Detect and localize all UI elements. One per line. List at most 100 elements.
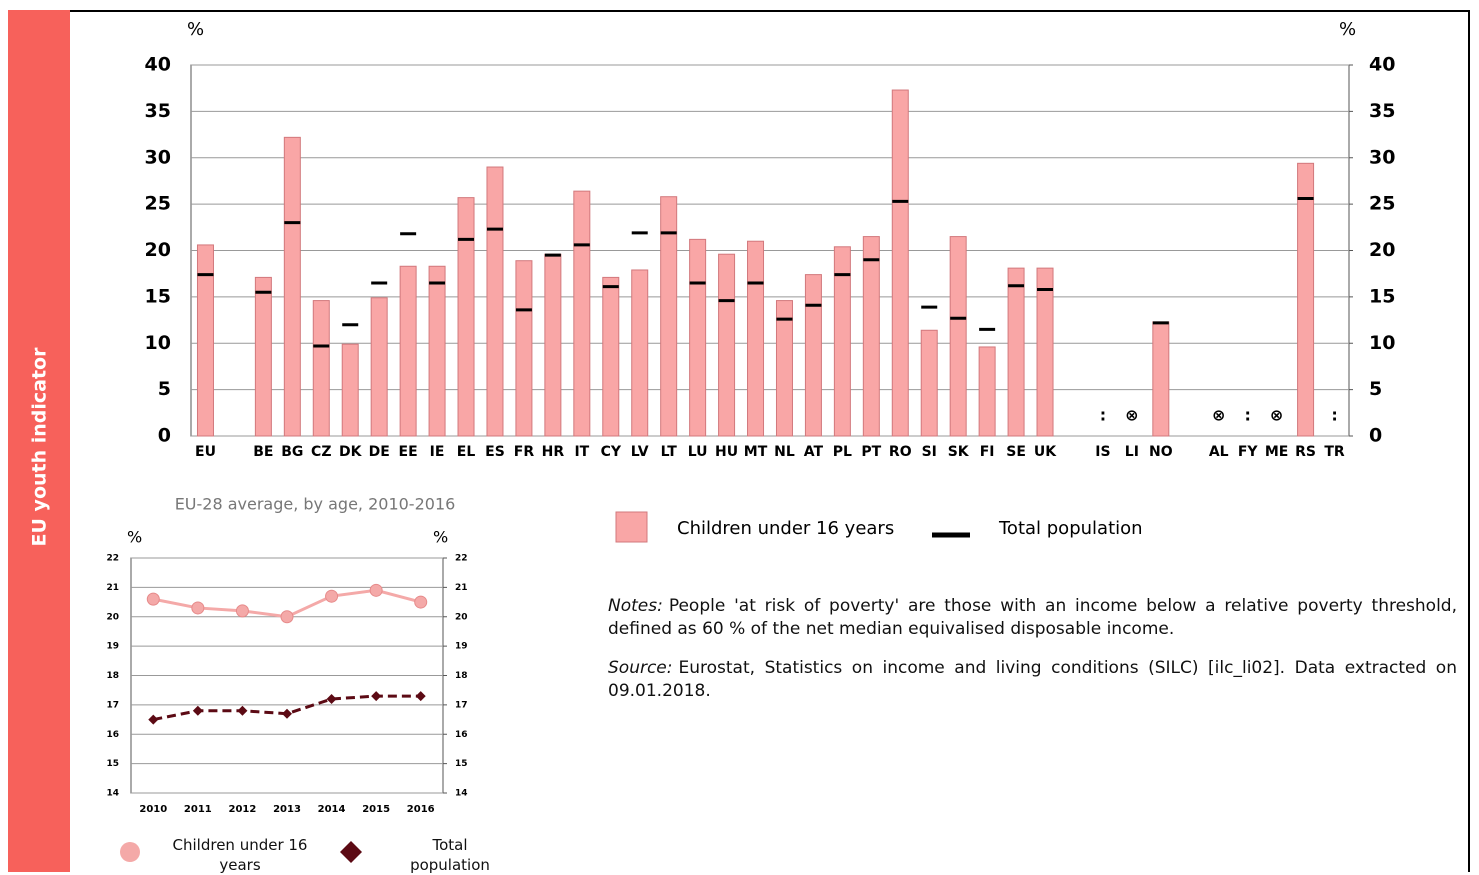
x-tick-label: ME — [1265, 444, 1289, 460]
y-tick-label: 15 — [145, 285, 171, 307]
y2-tick-label: 5 — [1369, 378, 1382, 400]
x-tick-label: LI — [1125, 444, 1139, 460]
x-tick-label: IE — [430, 444, 445, 460]
bar — [428, 265, 446, 437]
y2-tick-label: 19 — [455, 642, 468, 652]
x-tick-label: CY — [601, 444, 622, 460]
y-tick-label: 25 — [145, 193, 171, 215]
bar — [370, 297, 388, 437]
chart-title: EU-28 average, by age, 2010-2016 — [175, 495, 456, 514]
x-tick-label: DE — [369, 444, 390, 460]
x-tick-label: HR — [542, 444, 565, 460]
x-tick-label: EL — [457, 444, 476, 460]
bar — [891, 89, 909, 437]
bar — [341, 343, 359, 437]
x-tick-label: SI — [922, 444, 937, 460]
notes-text: People 'at risk of poverty' are those wi… — [608, 596, 1457, 639]
x-tick-label: NL — [774, 444, 795, 460]
x-tick-label: LU — [688, 444, 708, 460]
y2-tick-label: 35 — [1369, 100, 1395, 122]
bar — [196, 244, 214, 437]
y2-tick-label: 25 — [1369, 193, 1395, 215]
x-tick-label: AL — [1209, 444, 1229, 460]
missing-label: : — [1331, 406, 1337, 425]
point — [280, 610, 294, 624]
y-tick-label: 20 — [106, 612, 119, 622]
x-tick-label: 2014 — [318, 804, 346, 815]
notes-label: Notes: — [608, 596, 663, 616]
missing-label: : — [1244, 406, 1250, 425]
y2-tick-label: 14 — [455, 789, 468, 799]
bar — [254, 276, 272, 437]
y2-tick-label: 22 — [455, 554, 468, 564]
bar — [862, 236, 880, 437]
bar — [920, 329, 938, 437]
y-tick-label: 18 — [106, 671, 119, 681]
point — [235, 604, 249, 618]
y2-tick-label: 20 — [455, 612, 468, 622]
x-tick-label: 2015 — [362, 804, 390, 815]
x-tick-label: ES — [485, 444, 505, 460]
x-tick-label: PL — [833, 444, 852, 460]
x-tick-label: FR — [514, 444, 535, 460]
y-tick-label: 19 — [106, 642, 119, 652]
y-tick-label: 5 — [158, 378, 171, 400]
bar — [312, 300, 330, 437]
sidebar-title: EU youth indicator — [29, 347, 51, 547]
point — [415, 691, 426, 702]
y-tick-label: 14 — [106, 789, 119, 799]
bar — [949, 236, 967, 437]
y2-tick-label: 16 — [455, 730, 468, 740]
y2-tick-label: 18 — [455, 671, 468, 681]
x-tick-label: MT — [744, 444, 768, 460]
x-tick-label: RO — [889, 444, 912, 460]
x-tick-label: BE — [253, 444, 273, 460]
bar — [283, 136, 301, 437]
y-tick-label: 21 — [106, 583, 119, 593]
bar — [399, 265, 417, 437]
bar — [804, 274, 822, 437]
bar — [486, 166, 504, 437]
y-tick-label: 40 — [145, 54, 171, 76]
bar — [1007, 267, 1025, 437]
x-tick-label: LT — [661, 444, 678, 460]
legend-swatch — [120, 842, 140, 862]
y2-tick-label: 40 — [1369, 54, 1395, 76]
x-tick-label: FY — [1238, 444, 1259, 460]
y-tick-label: 20 — [145, 239, 171, 261]
legend-label: Total population — [410, 836, 490, 874]
x-tick-label: HU — [715, 444, 738, 460]
y2-tick-label: 15 — [1369, 285, 1395, 307]
x-tick-label: 2013 — [273, 804, 301, 815]
bar — [775, 300, 793, 437]
point — [237, 705, 248, 716]
bar — [544, 253, 562, 437]
y2-tick-label: 10 — [1369, 332, 1395, 354]
y-tick-label: 17 — [106, 700, 119, 710]
bar — [660, 196, 678, 437]
x-tick-label: SK — [948, 444, 970, 460]
x-tick-label: DK — [339, 444, 363, 460]
y-axis-label: % — [187, 19, 204, 40]
x-tick-label: FI — [980, 444, 995, 460]
bar — [833, 246, 851, 437]
y-tick-label: 35 — [145, 100, 171, 122]
bar — [1036, 267, 1054, 437]
bar — [573, 190, 591, 437]
y2-tick-label: 20 — [1369, 239, 1395, 261]
missing-label: : — [1100, 406, 1106, 425]
point — [146, 592, 160, 606]
x-tick-label: 2011 — [184, 804, 212, 815]
point — [414, 595, 428, 609]
x-tick-label: 2016 — [407, 804, 435, 815]
y-tick-label: 22 — [106, 554, 119, 564]
missing-label: ⊗ — [1125, 406, 1138, 425]
x-tick-label: LV — [631, 444, 649, 460]
notes: Notes: People 'at risk of poverty' are th… — [608, 595, 1457, 641]
y2-tick-label: 0 — [1369, 425, 1382, 447]
bar — [602, 276, 620, 437]
bar — [631, 269, 649, 437]
point — [371, 691, 382, 702]
missing-label: ⊗ — [1270, 406, 1283, 425]
